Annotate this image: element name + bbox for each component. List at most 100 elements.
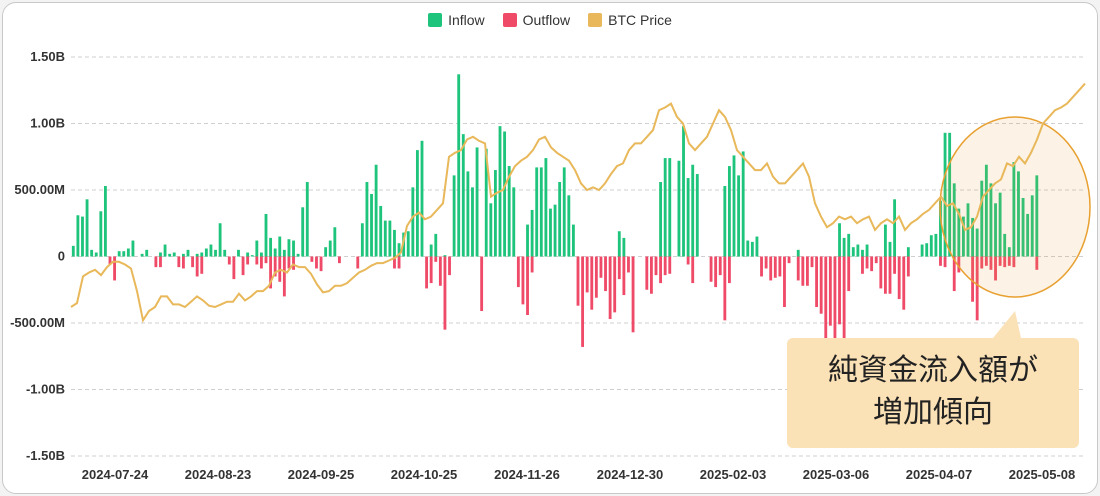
outflow-bar — [879, 256, 883, 289]
inflow-bar — [989, 183, 993, 257]
inflow-bar — [796, 249, 800, 257]
inflow-bar — [168, 253, 172, 257]
y-tick-label: 1.00B — [30, 116, 65, 131]
outflow-bar — [686, 256, 690, 265]
inflow-bar — [181, 253, 185, 257]
legend-item-outflow[interactable]: Outflow — [502, 12, 571, 28]
inflow-bar — [159, 252, 162, 257]
inflow-bar — [507, 166, 511, 257]
inflow-bar — [466, 171, 470, 257]
inflow-bar — [278, 236, 282, 257]
inflow-bar — [544, 158, 548, 257]
inflow-bar — [214, 249, 217, 257]
outflow-bar — [883, 256, 887, 294]
outflow-bar — [727, 256, 731, 284]
outflow-bar — [448, 256, 451, 276]
inflow-bar — [99, 211, 103, 257]
inflow-bar — [415, 150, 419, 257]
outflow-bar — [833, 256, 837, 351]
outflow-bar — [434, 256, 438, 262]
inflow-bar — [750, 241, 754, 257]
inflow-bar — [1026, 213, 1030, 257]
inflow-bar — [723, 186, 727, 257]
inflow-bar — [998, 192, 1002, 257]
outflow-bar — [241, 256, 245, 276]
legend-item-btc-price[interactable]: BTC Price — [588, 12, 672, 28]
inflow-bar — [379, 205, 383, 257]
outflow-bar — [1003, 256, 1007, 268]
inflow-bar — [1030, 195, 1034, 257]
legend-label-inflow: Inflow — [448, 12, 485, 28]
inflow-bar — [328, 240, 332, 257]
outflow-bar — [181, 256, 185, 269]
callout-pointer — [993, 311, 1021, 338]
inflow-bar — [856, 244, 860, 257]
legend-item-inflow[interactable]: Inflow — [428, 12, 485, 28]
inflow-bar — [571, 224, 575, 257]
y-tick-label: 500.00M — [14, 182, 65, 197]
x-tick-label: 2024-11-26 — [494, 467, 560, 482]
outflow-bar — [443, 256, 447, 330]
outflow-bar — [769, 256, 773, 281]
outflow-bar — [356, 256, 360, 269]
outflow-bar — [819, 256, 823, 314]
inflow-bar — [1007, 247, 1011, 257]
outflow-bar — [865, 256, 869, 269]
inflow-bar — [429, 244, 433, 257]
outflow-bar — [200, 256, 204, 274]
inflow-bar — [292, 240, 295, 257]
outflow-bar — [581, 256, 585, 347]
outflow-bar — [255, 256, 259, 265]
inflow-bar — [434, 233, 438, 257]
y-axis-labels: 1.50B 1.00B 500.00M 0 -500.00M -1.00B -1.50B — [10, 49, 65, 463]
inflow-bar — [223, 249, 227, 257]
annotation-callout: 純資金流入額が 増加傾向 — [787, 338, 1079, 448]
x-tick-label: 2024-10-25 — [391, 467, 458, 482]
outflow-bar — [796, 256, 800, 281]
outflow-bar — [649, 256, 653, 294]
inflow-bar — [186, 249, 190, 257]
outflow-bar — [438, 256, 442, 286]
inflow-bar — [305, 182, 309, 257]
outflow-bar — [888, 256, 892, 294]
inflow-bar — [282, 249, 286, 257]
x-tick-label: 2024-12-30 — [597, 467, 664, 482]
inflow-bar — [553, 204, 557, 257]
outflow-bar — [585, 256, 589, 293]
inflow-bar — [204, 248, 208, 257]
outflow-bar — [828, 256, 832, 326]
inflow-bar — [975, 228, 979, 257]
inflow-bar — [512, 187, 516, 257]
highlight-ellipse — [939, 116, 1091, 298]
inflow-bar — [966, 203, 970, 257]
outflow-bar — [773, 256, 777, 278]
inflow-bar — [200, 252, 204, 257]
inflow-bar — [920, 244, 924, 257]
outflow-bar — [282, 256, 286, 297]
inflow-bar — [539, 167, 543, 257]
outflow-bar — [714, 256, 718, 288]
outflow-bar — [191, 256, 195, 268]
inflow-bar — [883, 224, 887, 257]
outflow-bar — [815, 256, 819, 308]
inflow-bar — [1012, 162, 1016, 257]
inflow-bar — [122, 251, 126, 257]
inflow-bar — [838, 223, 841, 257]
inflow-bar — [296, 253, 300, 257]
inflow-bar — [727, 166, 731, 257]
inflow-bar — [163, 244, 167, 257]
inflow-bar — [861, 249, 864, 257]
inflow-bar — [691, 164, 695, 257]
inflow-bar — [374, 164, 378, 257]
inflow-bar — [567, 195, 571, 257]
outflow-bar — [631, 256, 635, 333]
outflow-bar — [310, 256, 314, 262]
y-tick-label: -1.00B — [26, 382, 65, 397]
legend-label-btc-price: BTC Price — [608, 12, 672, 28]
inflow-bar — [94, 252, 98, 257]
outflow-bar — [269, 256, 273, 289]
inflow-bar — [195, 253, 199, 257]
legend-label-outflow: Outflow — [522, 12, 571, 28]
inflow-bar — [1017, 171, 1020, 257]
